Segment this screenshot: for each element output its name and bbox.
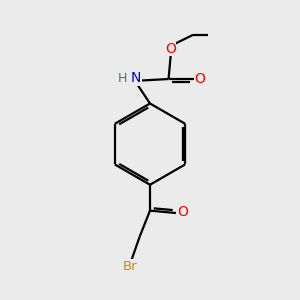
Text: O: O	[195, 72, 206, 86]
Text: N: N	[131, 71, 141, 85]
Text: H: H	[118, 72, 127, 85]
Text: Br: Br	[123, 260, 137, 273]
Text: O: O	[165, 42, 176, 56]
Text: O: O	[177, 206, 188, 219]
